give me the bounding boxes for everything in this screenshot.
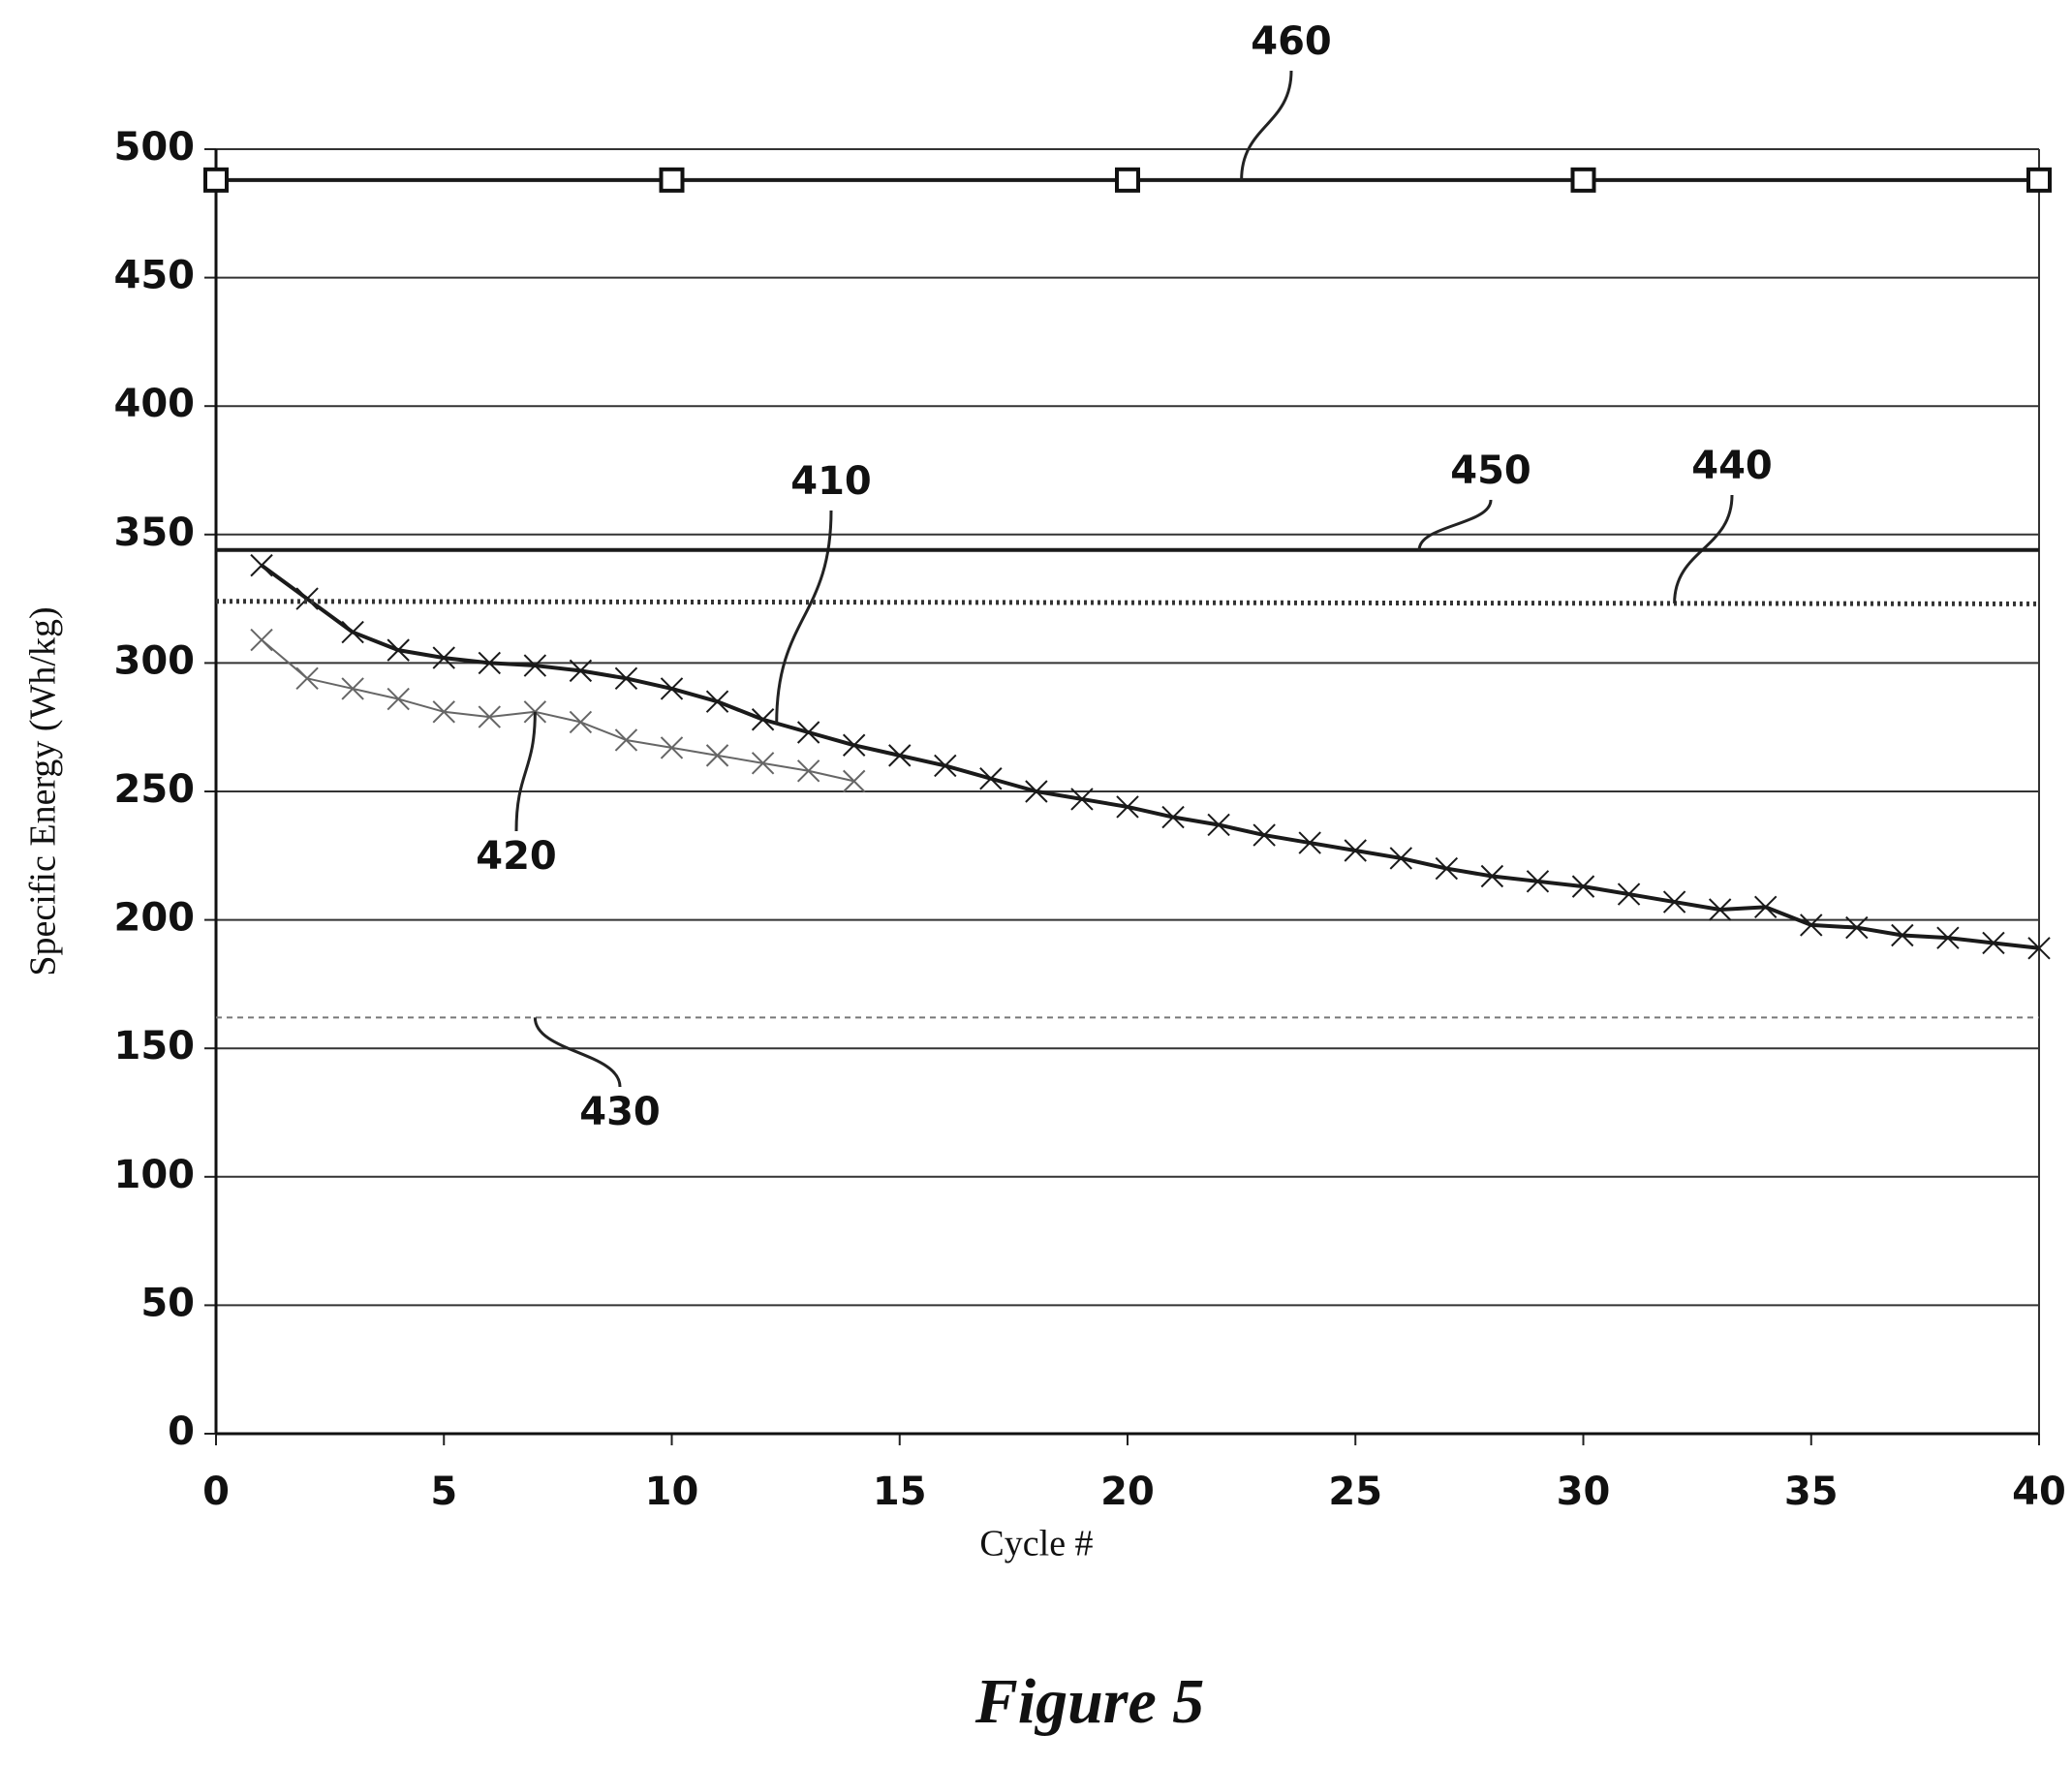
y-tick-label: 0 bbox=[168, 1409, 195, 1454]
square-marker bbox=[2026, 167, 2052, 193]
x-marker bbox=[660, 677, 684, 700]
x-tick-label: 30 bbox=[1557, 1470, 1611, 1514]
x-marker bbox=[341, 620, 364, 644]
series-label: 410 bbox=[790, 459, 872, 504]
x-tick-label: 40 bbox=[2012, 1470, 2066, 1514]
x-marker bbox=[1435, 856, 1459, 881]
x-marker bbox=[569, 659, 593, 683]
y-tick-label: 500 bbox=[114, 125, 196, 170]
x-marker bbox=[842, 769, 866, 793]
series-label: 430 bbox=[579, 1090, 661, 1134]
y-tick-label: 300 bbox=[114, 638, 196, 683]
x-marker bbox=[432, 700, 455, 724]
x-marker bbox=[1252, 823, 1276, 847]
x-marker bbox=[1845, 915, 1869, 940]
y-tick-label: 400 bbox=[114, 382, 196, 426]
x-marker bbox=[2027, 937, 2051, 960]
x-marker bbox=[1753, 895, 1778, 919]
leader-line bbox=[514, 711, 537, 832]
x-marker bbox=[705, 690, 729, 713]
x-marker bbox=[1982, 931, 2005, 955]
x-marker bbox=[387, 638, 410, 662]
leader-line bbox=[1240, 70, 1293, 180]
series-line bbox=[260, 564, 2040, 950]
x-marker bbox=[1480, 864, 1504, 888]
x-marker bbox=[1298, 831, 1321, 854]
x-marker bbox=[1526, 870, 1550, 893]
x-marker bbox=[614, 666, 638, 691]
x-marker bbox=[478, 651, 502, 675]
x-marker bbox=[979, 767, 1003, 790]
y-tick-label: 450 bbox=[114, 254, 196, 298]
x-marker bbox=[751, 708, 775, 731]
x-marker bbox=[1116, 795, 1139, 819]
x-marker bbox=[1207, 813, 1230, 837]
x-marker bbox=[1891, 923, 1914, 947]
x-marker bbox=[842, 733, 866, 757]
x-marker bbox=[341, 677, 364, 700]
square-marker bbox=[1115, 167, 1140, 193]
leader-line bbox=[533, 1017, 622, 1088]
x-marker bbox=[1708, 898, 1732, 921]
x-tick-label: 35 bbox=[1784, 1470, 1839, 1514]
y-axis-title: Specific Energy (Wh/kg) bbox=[23, 606, 64, 975]
leader-line bbox=[1417, 499, 1493, 550]
square-marker bbox=[1570, 167, 1596, 193]
x-marker bbox=[1936, 926, 1960, 949]
x-tick-label: 10 bbox=[645, 1470, 699, 1514]
x-marker bbox=[1571, 875, 1595, 898]
x-marker bbox=[250, 553, 273, 577]
series-label: 420 bbox=[476, 834, 557, 879]
x-marker bbox=[387, 687, 410, 711]
x-marker bbox=[660, 736, 684, 759]
y-tick-label: 150 bbox=[114, 1024, 196, 1068]
x-marker bbox=[1662, 890, 1686, 913]
x-marker bbox=[796, 721, 820, 744]
x-tick-label: 5 bbox=[430, 1470, 457, 1514]
x-marker bbox=[1800, 913, 1823, 937]
x-marker bbox=[250, 628, 273, 652]
x-marker bbox=[1070, 788, 1094, 811]
y-tick-label: 250 bbox=[114, 767, 196, 812]
x-marker bbox=[1161, 805, 1185, 829]
x-marker bbox=[295, 666, 319, 691]
y-tick-label: 350 bbox=[114, 511, 196, 555]
x-marker bbox=[1389, 847, 1413, 870]
series-label: 440 bbox=[1691, 444, 1773, 488]
x-marker bbox=[478, 705, 502, 728]
x-marker bbox=[796, 759, 820, 783]
x-marker bbox=[569, 710, 593, 734]
x-marker bbox=[934, 754, 957, 778]
square-marker bbox=[659, 167, 685, 193]
x-tick-label: 0 bbox=[202, 1470, 230, 1514]
y-tick-label: 100 bbox=[114, 1153, 196, 1197]
x-marker bbox=[614, 728, 638, 752]
x-marker bbox=[1617, 882, 1641, 906]
x-marker bbox=[1344, 839, 1367, 862]
x-marker bbox=[751, 752, 775, 775]
x-marker bbox=[1025, 780, 1048, 803]
x-tick-label: 25 bbox=[1328, 1470, 1382, 1514]
series-label: 460 bbox=[1251, 19, 1332, 64]
x-marker bbox=[888, 744, 912, 767]
x-marker bbox=[432, 646, 455, 669]
x-marker bbox=[295, 587, 319, 610]
figure-caption: Figure 5 bbox=[974, 1666, 1205, 1737]
x-axis-title: Cycle # bbox=[979, 1524, 1093, 1564]
x-marker bbox=[523, 654, 547, 677]
square-marker bbox=[203, 167, 229, 193]
y-tick-label: 50 bbox=[140, 1281, 195, 1325]
x-tick-label: 15 bbox=[873, 1470, 927, 1514]
x-tick-label: 20 bbox=[1100, 1470, 1155, 1514]
series-line bbox=[261, 638, 854, 783]
series-line bbox=[215, 599, 2040, 606]
y-tick-label: 200 bbox=[114, 896, 196, 941]
x-marker bbox=[705, 744, 729, 767]
series-label: 450 bbox=[1450, 449, 1531, 493]
leader-line bbox=[775, 510, 833, 724]
